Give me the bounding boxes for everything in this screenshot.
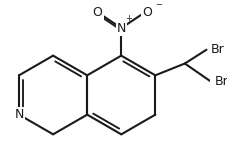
Text: N: N — [117, 22, 126, 35]
Text: Br: Br — [215, 75, 227, 88]
Text: O: O — [93, 6, 103, 19]
Text: −: − — [155, 0, 162, 9]
Text: Br: Br — [211, 43, 225, 56]
Text: O: O — [142, 6, 152, 19]
Text: +: + — [125, 14, 132, 23]
Text: N: N — [14, 108, 24, 121]
